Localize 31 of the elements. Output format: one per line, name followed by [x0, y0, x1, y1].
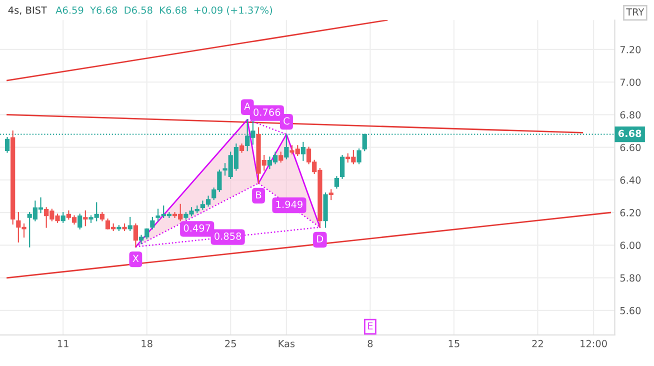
annotation: 1.949 [276, 200, 302, 208]
y-tick-label: 6.00 [620, 242, 641, 250]
x-tick-label: 8 [368, 340, 373, 348]
y-tick-label: 6.40 [620, 176, 641, 184]
chart-title: 4s, BIST [8, 6, 47, 15]
data-label: D [317, 235, 324, 242]
data-label: X [132, 254, 139, 262]
y-tick-label: 7.20 [620, 46, 641, 54]
annotation: E [368, 322, 373, 330]
x-tick-label: 12:00 [580, 340, 607, 348]
data-label: A [244, 102, 251, 110]
y-tick-label: 6.20 [620, 209, 641, 216]
x-tick-label: Kas [278, 340, 295, 348]
y-tick-label: 5.60 [620, 306, 641, 314]
y-tick-label: 5.80 [620, 274, 641, 282]
y-tick-label: 7.00 [620, 78, 641, 86]
annotation: 0.766 [254, 108, 280, 116]
ref-line-label: 6.68 [618, 130, 642, 138]
x-tick-label: 15 [448, 340, 460, 348]
x-tick-label: 22 [532, 340, 543, 348]
data-label: C [284, 117, 290, 125]
x-tick-label: 11 [58, 340, 68, 348]
y-tick-label: 6.60 [620, 144, 641, 152]
annotation: 0.858 [214, 232, 242, 240]
chart-subtitle: A6.59 Y6.68 D6.58 K6.68 +0.09 (+1.37%) [56, 6, 272, 15]
x-tick-label: 25 [225, 340, 236, 348]
annotation: 0.497 [184, 224, 210, 232]
x-tick-label: 18 [142, 340, 152, 348]
y-tick-label: 6.80 [620, 111, 641, 119]
y-axis-title: TRY [626, 8, 644, 16]
data-label: B [256, 191, 262, 198]
